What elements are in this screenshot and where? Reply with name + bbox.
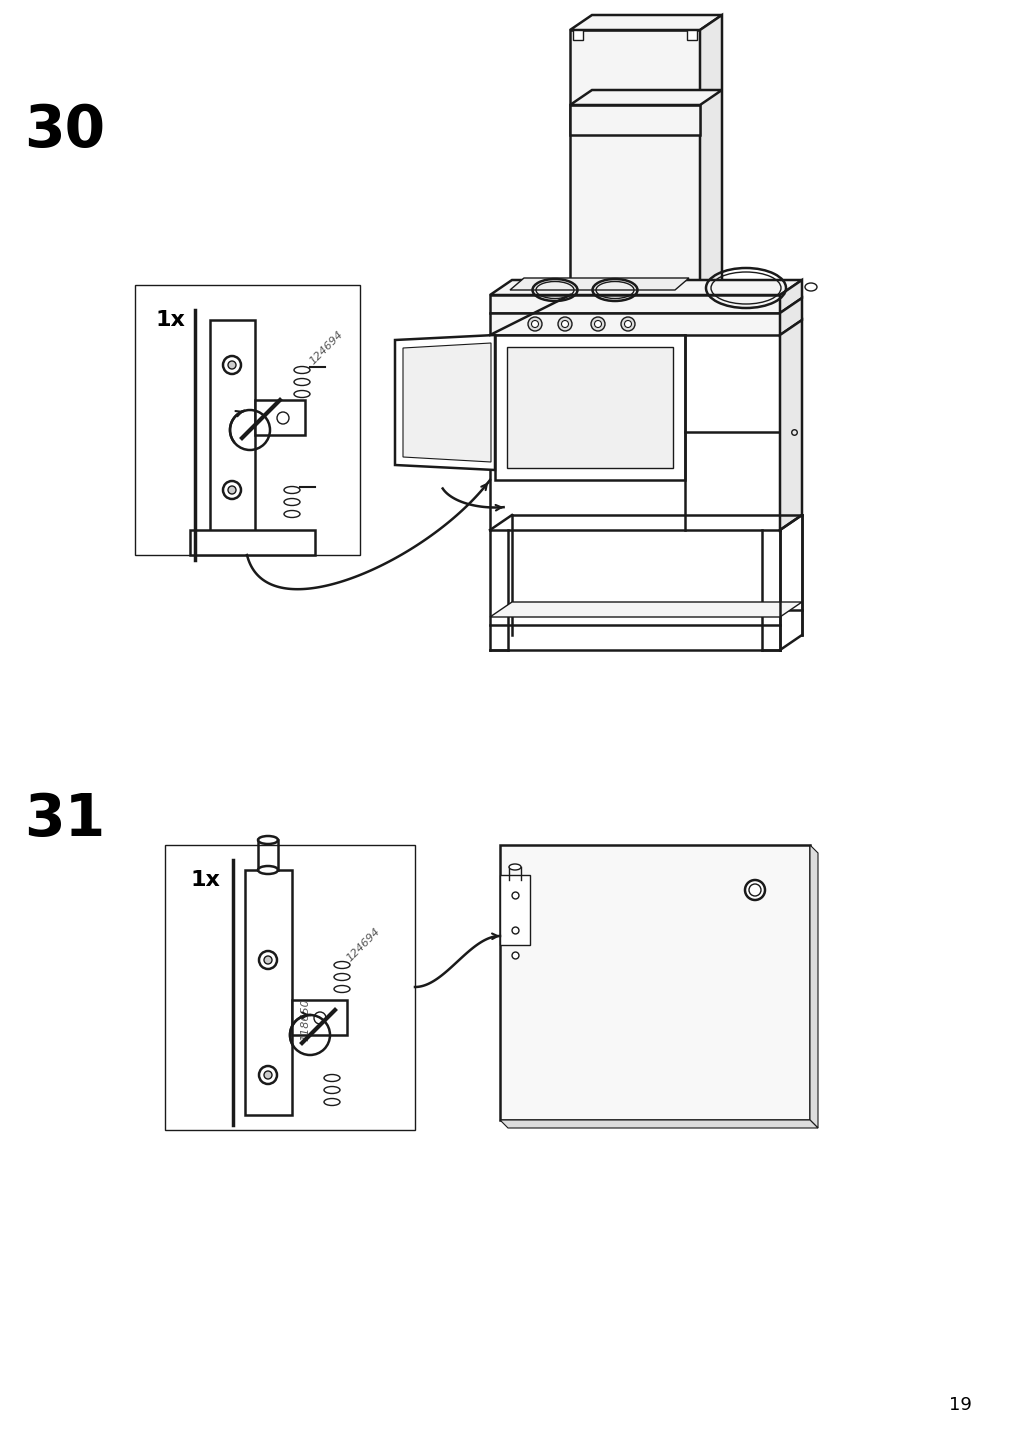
Ellipse shape [284,498,299,505]
Ellipse shape [324,1098,340,1106]
Ellipse shape [258,866,278,874]
Polygon shape [245,871,292,1116]
Ellipse shape [593,321,601,328]
Bar [134,285,360,556]
Polygon shape [394,335,494,470]
Ellipse shape [259,951,277,969]
Ellipse shape [531,321,538,328]
Ellipse shape [624,321,631,328]
Ellipse shape [561,321,568,328]
Polygon shape [779,298,801,335]
Ellipse shape [557,316,571,331]
Polygon shape [499,1120,817,1128]
Text: 124694: 124694 [307,329,345,367]
Ellipse shape [324,1087,340,1094]
Polygon shape [255,400,304,435]
Polygon shape [569,105,700,135]
Ellipse shape [284,487,299,494]
Polygon shape [510,278,688,291]
Text: 19: 19 [947,1396,971,1413]
Bar [572,30,582,40]
Ellipse shape [528,316,542,331]
Ellipse shape [258,836,278,843]
Polygon shape [569,90,721,105]
Polygon shape [499,875,530,945]
Ellipse shape [748,884,760,896]
Ellipse shape [264,957,272,964]
Ellipse shape [264,1071,272,1078]
Polygon shape [489,295,779,314]
Ellipse shape [621,316,634,331]
Ellipse shape [222,481,241,498]
Polygon shape [402,344,490,463]
Polygon shape [489,281,801,295]
Polygon shape [569,14,721,30]
Ellipse shape [222,357,241,374]
Text: 118650: 118650 [299,998,309,1041]
Text: 30: 30 [24,102,105,159]
Ellipse shape [294,391,309,398]
Text: 31: 31 [24,792,105,849]
Polygon shape [507,347,672,468]
Text: 1x: 1x [155,309,185,329]
Polygon shape [700,14,721,295]
Ellipse shape [284,510,299,517]
Polygon shape [489,314,779,335]
Ellipse shape [294,367,309,374]
Ellipse shape [227,361,236,369]
Polygon shape [210,319,255,540]
Ellipse shape [294,378,309,385]
Polygon shape [190,530,314,556]
Ellipse shape [227,485,236,494]
Polygon shape [499,845,809,1120]
Polygon shape [489,601,801,617]
Bar [686,30,697,40]
Polygon shape [809,845,817,1128]
Ellipse shape [334,985,350,992]
Polygon shape [292,1000,347,1035]
Ellipse shape [259,1065,277,1084]
Ellipse shape [334,974,350,981]
Ellipse shape [744,881,764,899]
Polygon shape [494,335,684,480]
Ellipse shape [509,863,521,871]
Ellipse shape [277,412,289,424]
Ellipse shape [590,316,605,331]
Text: 1x: 1x [190,871,219,891]
Text: 124694: 124694 [345,927,382,964]
Bar [165,845,415,1130]
Polygon shape [569,30,700,295]
Polygon shape [779,281,801,314]
Ellipse shape [334,961,350,968]
Polygon shape [779,319,801,530]
Ellipse shape [324,1074,340,1081]
Ellipse shape [313,1012,326,1024]
